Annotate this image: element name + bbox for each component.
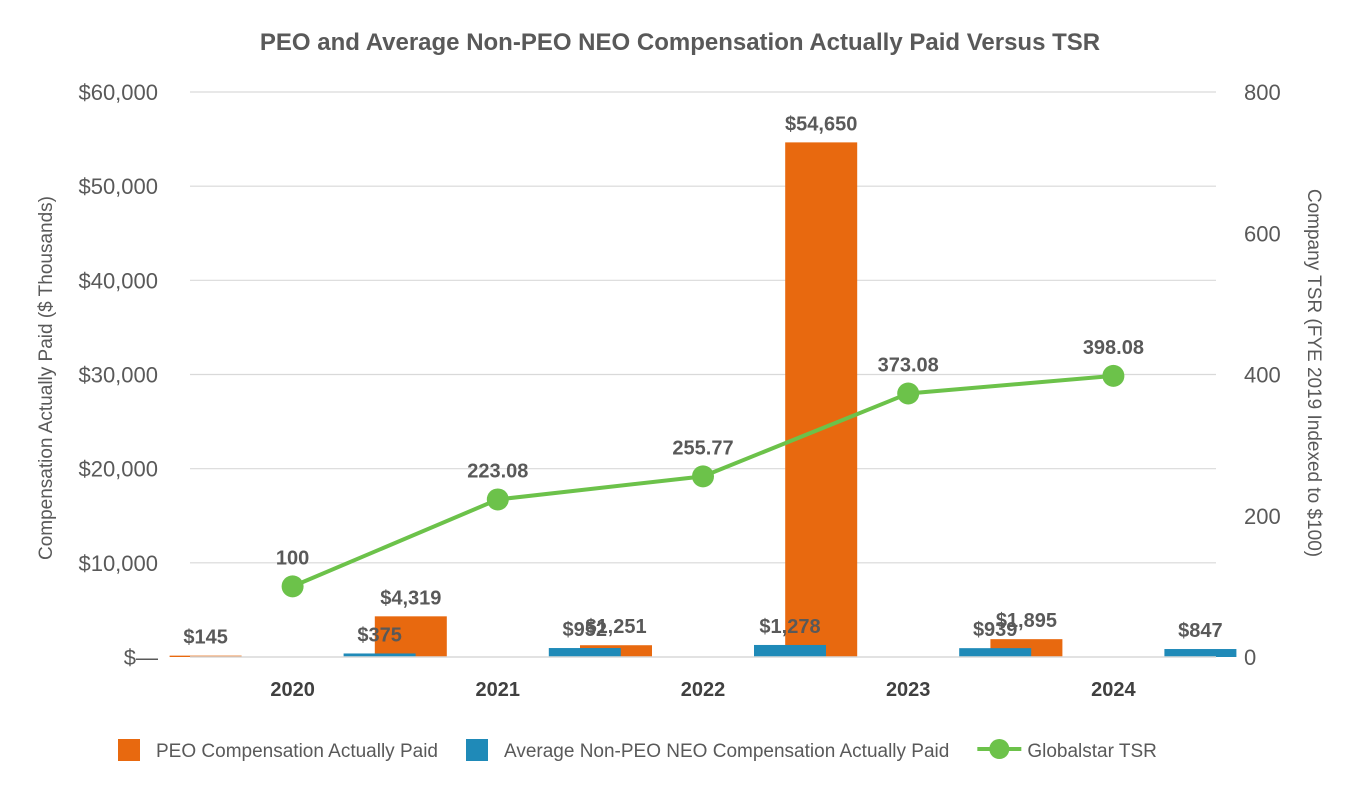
neo-bar-label: $939 — [973, 619, 1018, 641]
tsr-point — [1102, 364, 1125, 387]
peo-bar-label: $54,650 — [785, 113, 857, 135]
y-tick-label: $10,000 — [78, 551, 158, 576]
peo-bar-label: $1,251 — [585, 616, 646, 638]
tsr-point — [281, 575, 304, 598]
y2-tick-label: 200 — [1244, 504, 1281, 529]
legend-label: Globalstar TSR — [1027, 741, 1157, 762]
gridlines — [190, 91, 1216, 564]
y2-tick-label: 800 — [1244, 80, 1281, 105]
x-tick-label: 2021 — [476, 679, 521, 701]
tsr-point — [692, 465, 714, 488]
x-tick-label: 2020 — [270, 679, 315, 701]
y-tick-label: $60,000 — [78, 80, 158, 105]
neo-bar-label: $375 — [357, 624, 402, 646]
legend-item: Globalstar TSR — [977, 739, 1157, 762]
peo-bar-label: $4,319 — [380, 587, 441, 609]
y2-axis-title: Company TSR (FYE 2019 Indexed to $100) — [1303, 189, 1324, 557]
tsr-point — [486, 488, 509, 511]
y-tick-label: $20,000 — [78, 457, 158, 482]
y-tick-label: $— — [124, 645, 158, 670]
legend-marker — [989, 739, 1010, 759]
y2-tick-label: 400 — [1244, 363, 1281, 388]
neo-bar-label: $952 — [563, 619, 608, 641]
peo-bar-label: $145 — [183, 627, 228, 649]
axes: $— $10,000 $20,000 $30,000 $40,000 $50,000 $60… — [78, 80, 1280, 701]
legend-swatch — [466, 739, 488, 761]
y-tick-label: $50,000 — [78, 174, 158, 199]
y-tick-label: $30,000 — [78, 363, 158, 388]
legend-item: Average Non-PEO NEO Compensation Actuall… — [466, 739, 949, 762]
legend-swatch — [118, 739, 140, 761]
tsr-point-label: 373.08 — [878, 355, 939, 377]
neo-bar-label: $847 — [1178, 620, 1223, 642]
y-axis-title: Compensation Actually Paid ($ Thousands) — [36, 196, 57, 560]
peo-bar-label: $1,895 — [996, 610, 1057, 632]
legend: PEO Compensation Actually Paid Average No… — [118, 739, 1157, 762]
peo-bar — [374, 616, 447, 657]
x-tick-label: 2022 — [681, 679, 726, 701]
tsr-point-label: 255.77 — [672, 437, 733, 459]
y2-tick-label: 0 — [1244, 645, 1256, 670]
neo-bar — [548, 648, 621, 657]
neo-bar — [754, 644, 826, 657]
y2-tick-label: 600 — [1244, 221, 1281, 246]
neo-bar — [343, 653, 416, 657]
tsr-point-label: 100 — [276, 547, 309, 569]
data-labels: $145 $4,319 $1,251 $54,650 $1,895 $375 $952 $1,… — [183, 113, 1222, 648]
legend-item: PEO Compensation Actually Paid — [118, 739, 438, 762]
peo-bar — [785, 142, 858, 658]
legend-label: PEO Compensation Actually Paid — [156, 741, 438, 762]
x-tick-label: 2023 — [886, 679, 931, 701]
neo-bar — [1164, 649, 1237, 657]
bars — [169, 142, 1237, 658]
neo-bar-label: $1,278 — [759, 616, 820, 638]
tsr-point-label: 223.08 — [467, 460, 528, 482]
x-tick-label: 2024 — [1091, 679, 1136, 701]
legend-label: Average Non-PEO NEO Compensation Actuall… — [504, 741, 949, 762]
neo-bar — [959, 648, 1032, 657]
tsr-point-label: 398.08 — [1083, 337, 1144, 359]
chart-title: PEO and Average Non-PEO NEO Compensation… — [260, 29, 1100, 56]
y-tick-label: $40,000 — [78, 268, 158, 293]
tsr-line — [281, 364, 1125, 598]
tsr-point — [897, 382, 920, 405]
